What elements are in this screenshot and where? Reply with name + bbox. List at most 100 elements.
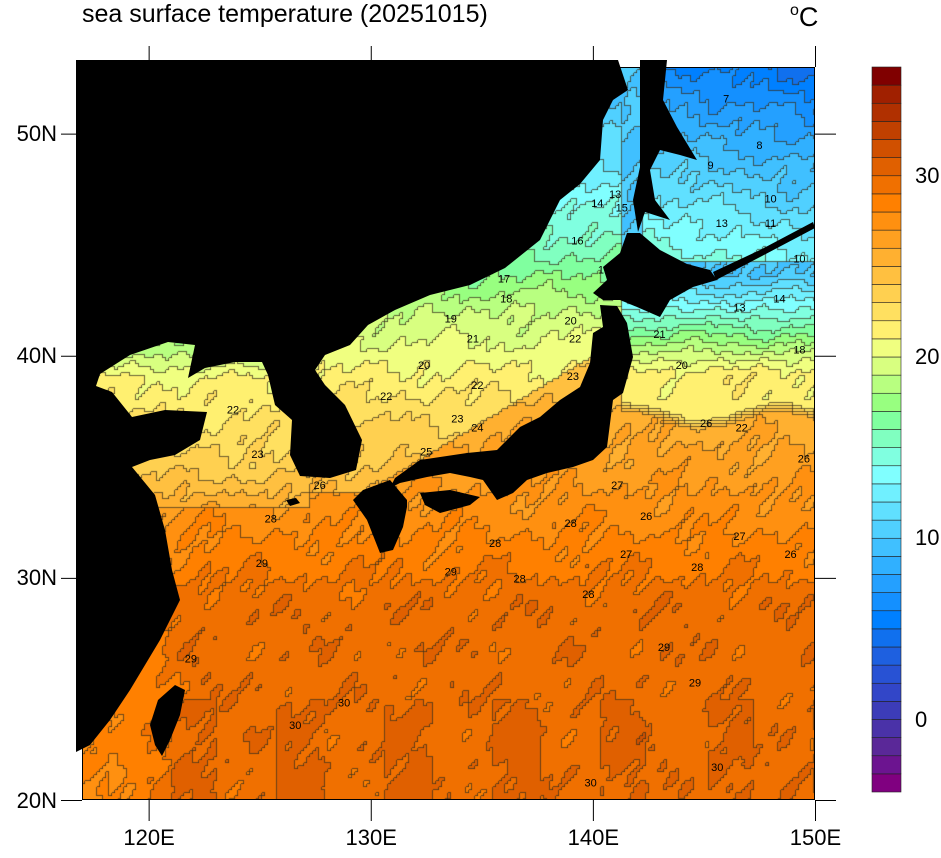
contour-label: 28 (513, 573, 525, 585)
contour-label: 27 (733, 531, 745, 543)
contour-label: 13 (716, 218, 728, 230)
colorbar-box (871, 175, 902, 195)
contour-label: 21 (467, 333, 479, 345)
contour-label: 29 (256, 558, 268, 570)
x-tick-label: 120E (123, 825, 175, 850)
colorbar-box (871, 229, 902, 249)
contour-label: 14 (773, 293, 785, 305)
colorbar-tick-label: 10 (915, 525, 940, 551)
colorbar-box (871, 574, 902, 593)
colorbar-box (871, 447, 902, 467)
contour-label: 22 (736, 422, 748, 434)
contour-label: 8 (756, 140, 762, 152)
contour-label: 26 (314, 480, 326, 492)
contour-label: 24 (471, 422, 483, 434)
land-jeju (286, 498, 300, 506)
colorbar-box (871, 646, 902, 666)
colorbar-box (871, 84, 902, 104)
colorbar-box (871, 701, 902, 720)
contour-label: 26 (798, 453, 810, 465)
contour-label: 10 (793, 253, 805, 265)
land-hokkaido (593, 233, 717, 317)
colorbar-box (871, 483, 902, 503)
colorbar-box (871, 411, 902, 430)
contour-label: 27 (611, 480, 623, 492)
colorbar-box (871, 664, 902, 684)
x-tick-label: 130E (345, 825, 397, 850)
colorbar-box (871, 121, 902, 140)
contour-label: 7 (723, 94, 729, 106)
contour-label: 28 (565, 518, 577, 530)
degree-symbol: o (790, 2, 799, 19)
contour-label: 18 (500, 293, 512, 305)
contour-label: 20 (676, 360, 688, 372)
contour-label: 21 (653, 329, 665, 341)
y-tick-label: 20N (16, 787, 57, 813)
colorbar-box (871, 211, 902, 231)
land-taiwan (150, 685, 185, 756)
contour-label: 28 (265, 513, 277, 525)
colorbar-tick-label: 0 (915, 706, 928, 732)
contour-label: 17 (498, 273, 510, 285)
land-shikoku (420, 490, 480, 513)
contour-label: 13 (609, 189, 621, 201)
colorbar-box (871, 465, 902, 485)
contour-label: 29 (658, 642, 670, 654)
colorbar-box (871, 102, 902, 122)
x-tick-label: 150E (789, 825, 842, 850)
y-tick-label: 50N (16, 121, 57, 147)
colorbar-box (871, 429, 902, 448)
contour-label: 30 (289, 720, 301, 732)
colorbar-box (871, 628, 902, 648)
contour-label: 26 (784, 549, 796, 561)
y-tick-label: 40N (16, 343, 57, 369)
contour-label: 23 (567, 371, 579, 383)
contour-label: 30 (711, 762, 723, 774)
contour-label: 23 (251, 449, 263, 461)
colorbar-box (871, 773, 902, 793)
colorbar-tick-label: 20 (915, 344, 940, 369)
colorbar-box (871, 139, 902, 158)
contour-label: 18 (793, 345, 805, 357)
contour-label: 20 (418, 360, 430, 372)
unit-label: oC (790, 2, 818, 33)
contour-label: 20 (565, 316, 577, 328)
land-sakhalin (633, 60, 697, 232)
contour-label: 22 (227, 405, 239, 417)
colorbar-box (871, 392, 902, 412)
map-title: sea surface temperature (20251015) (82, 0, 488, 28)
colorbar-box (871, 519, 902, 539)
contour-label: 23 (451, 413, 463, 425)
contour-label: 19 (598, 265, 610, 277)
sst-map: 19 21 20 22 23 24 23 20 22 18 17 19 16 15 14 13 13 9 8 7 10 1… (76, 60, 815, 800)
colorbar-box (871, 610, 902, 630)
colorbar-box (871, 682, 902, 702)
colorbar-box (871, 537, 902, 557)
contour-label: 25 (420, 447, 432, 459)
x-tick-label: 140E (567, 825, 620, 850)
colorbar-box (871, 320, 902, 340)
colorbar-box (871, 338, 902, 358)
contour-label: 19 (445, 313, 457, 325)
contour-label: 29 (445, 567, 457, 579)
colorbar-tick-label: 30 (915, 162, 940, 188)
colorbar (871, 66, 902, 793)
contour-label: 28 (582, 589, 594, 601)
y-tick-label: 30N (16, 565, 57, 591)
colorbar-box (871, 157, 902, 177)
contour-label: 26 (640, 511, 652, 523)
contour-label: 28 (489, 538, 501, 550)
contour-label: 13 (733, 302, 745, 314)
colorbar-box (871, 284, 902, 303)
colorbar-box (871, 556, 902, 575)
colorbar-box (871, 719, 902, 738)
map-overlay: 19 21 20 22 23 24 23 20 22 18 17 19 16 15 14 13 13 9 8 7 10 1… (76, 60, 815, 790)
colorbar-box (871, 737, 902, 757)
contour-label: 22 (569, 333, 581, 345)
contour-label: 9 (708, 160, 714, 172)
contour-label: 14 (591, 198, 603, 210)
colorbar-box (871, 66, 902, 86)
colorbar-box (871, 266, 902, 285)
contour-label: 26 (700, 418, 712, 430)
